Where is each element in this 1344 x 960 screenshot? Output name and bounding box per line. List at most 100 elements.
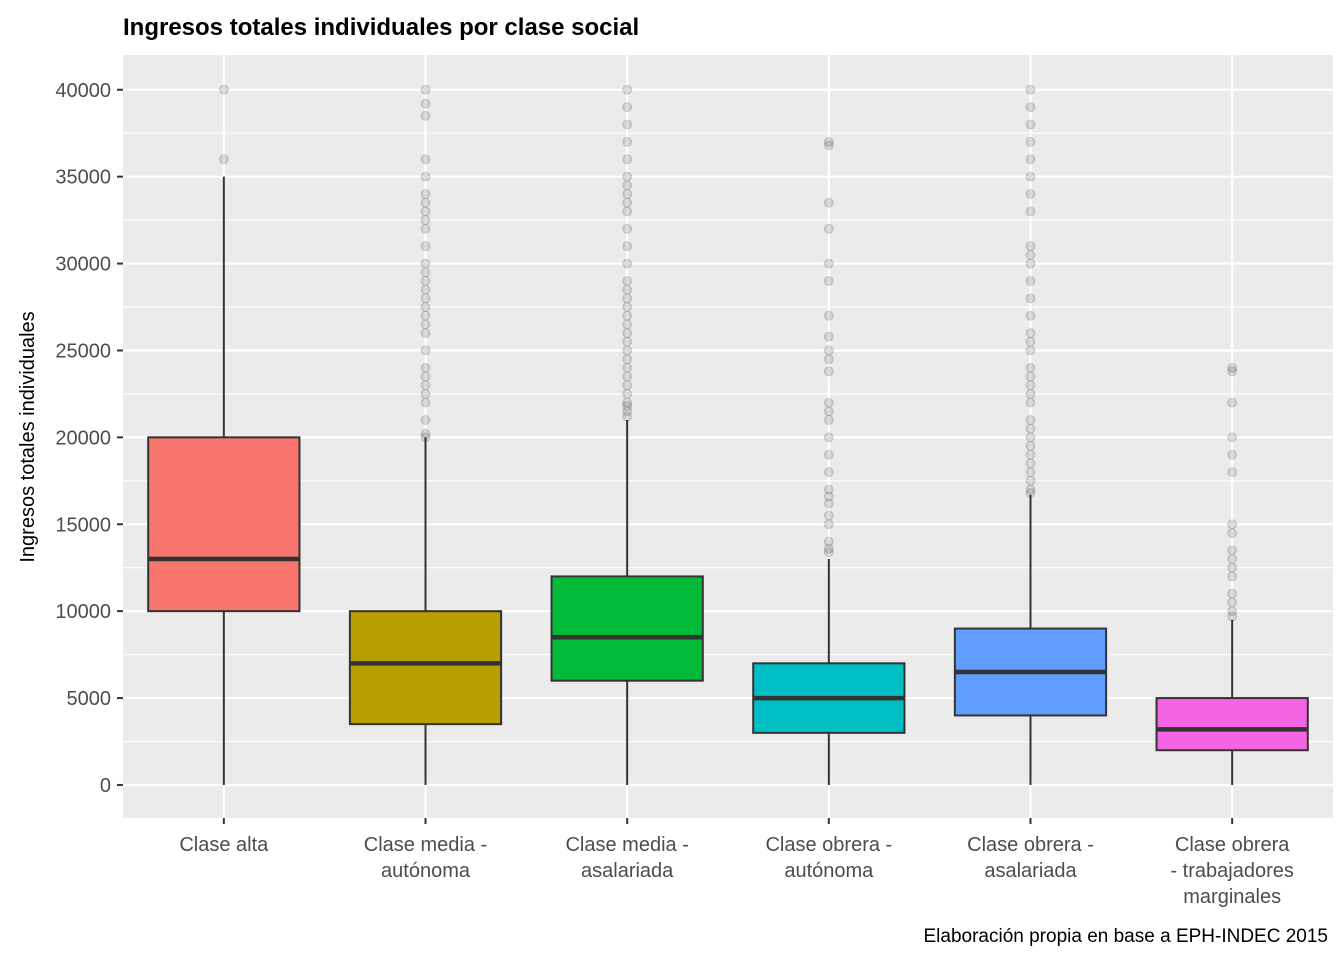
outlier-point bbox=[1227, 527, 1238, 538]
outlier-point bbox=[1227, 467, 1238, 478]
outlier-point bbox=[823, 536, 834, 547]
chart-title: Ingresos totales individuales por clase … bbox=[123, 14, 639, 41]
outlier-point bbox=[622, 154, 633, 165]
outlier-point bbox=[622, 136, 633, 147]
outlier-point bbox=[622, 310, 633, 321]
outlier-point bbox=[420, 110, 431, 121]
outlier-point bbox=[1025, 328, 1036, 339]
outlier-point bbox=[622, 119, 633, 130]
outlier-point bbox=[823, 543, 834, 554]
outlier-point bbox=[622, 180, 633, 191]
y-tick-label: 0 bbox=[100, 775, 111, 797]
outlier-point bbox=[420, 275, 431, 286]
outlier-point bbox=[1025, 119, 1036, 130]
outlier-point bbox=[1025, 136, 1036, 147]
outlier-point bbox=[823, 467, 834, 478]
x-tick-label: Clase alta bbox=[179, 834, 269, 856]
outlier-point bbox=[420, 380, 431, 391]
outlier-point bbox=[622, 275, 633, 286]
outlier-point bbox=[1025, 241, 1036, 252]
outlier-point bbox=[420, 302, 431, 313]
outlier-point bbox=[420, 197, 431, 208]
y-tick-label: 15000 bbox=[55, 514, 111, 536]
outlier-point bbox=[1025, 423, 1036, 434]
outlier-point bbox=[1227, 366, 1238, 377]
outlier-point bbox=[420, 84, 431, 95]
outlier-point bbox=[823, 310, 834, 321]
outlier-point bbox=[420, 293, 431, 304]
outlier-point bbox=[622, 362, 633, 373]
outlier-point bbox=[1025, 441, 1036, 452]
outlier-point bbox=[622, 241, 633, 252]
outlier-point bbox=[420, 397, 431, 408]
outlier-point bbox=[622, 371, 633, 382]
outlier-point bbox=[1025, 397, 1036, 408]
outlier-point bbox=[622, 319, 633, 330]
outlier-point bbox=[1227, 606, 1238, 617]
outlier-point bbox=[823, 397, 834, 408]
x-tick-label: Clase media -autónoma bbox=[364, 834, 487, 882]
outlier-point bbox=[1025, 449, 1036, 460]
outlier-point bbox=[1025, 432, 1036, 443]
outlier-point bbox=[622, 223, 633, 234]
box-iqr bbox=[348, 610, 503, 726]
outlier-point bbox=[823, 354, 834, 365]
y-tick-label: 25000 bbox=[55, 340, 111, 362]
outlier-point bbox=[1025, 293, 1036, 304]
outlier-point bbox=[1025, 345, 1036, 356]
y-tick-label: 10000 bbox=[55, 601, 111, 623]
outlier-point bbox=[622, 293, 633, 304]
outlier-point bbox=[622, 380, 633, 391]
outlier-point bbox=[622, 401, 633, 412]
outlier-point bbox=[420, 267, 431, 278]
outlier-point bbox=[1025, 336, 1036, 347]
outlier-point bbox=[622, 354, 633, 365]
box-group bbox=[550, 84, 704, 785]
box-group bbox=[752, 136, 906, 785]
y-tick-label: 20000 bbox=[55, 427, 111, 449]
outlier-point bbox=[622, 102, 633, 113]
outlier-point bbox=[1025, 249, 1036, 260]
outlier-point bbox=[1227, 588, 1238, 599]
outlier-point bbox=[1025, 154, 1036, 165]
outlier-point bbox=[1227, 362, 1238, 373]
outlier-point bbox=[1227, 432, 1238, 443]
outlier-point bbox=[420, 371, 431, 382]
box-group bbox=[953, 84, 1108, 785]
outlier-point bbox=[420, 154, 431, 165]
x-tick-label: Clase obrera - trabajadores marginales bbox=[1170, 834, 1293, 908]
outlier-point bbox=[420, 428, 431, 439]
outlier-point bbox=[823, 491, 834, 502]
y-tick-label: 35000 bbox=[55, 167, 111, 189]
outlier-point bbox=[823, 449, 834, 460]
outlier-point bbox=[823, 331, 834, 342]
boxes-layer bbox=[147, 84, 1309, 785]
outlier-point bbox=[1025, 310, 1036, 321]
outlier-point bbox=[1227, 519, 1238, 530]
outlier-point bbox=[1025, 475, 1036, 486]
outlier-point bbox=[823, 406, 834, 417]
outlier-point bbox=[823, 484, 834, 495]
outlier-point bbox=[622, 189, 633, 200]
y-tick-label: 30000 bbox=[55, 254, 111, 276]
outlier-point bbox=[1227, 611, 1238, 622]
outlier-point bbox=[420, 345, 431, 356]
box-iqr bbox=[1155, 697, 1309, 752]
box-iqr bbox=[550, 575, 704, 682]
outlier-point bbox=[420, 328, 431, 339]
outlier-point bbox=[1227, 397, 1238, 408]
outlier-point bbox=[1025, 380, 1036, 391]
outlier-point bbox=[1227, 554, 1238, 565]
outlier-point bbox=[420, 171, 431, 182]
outlier-point bbox=[622, 406, 633, 417]
outlier-point bbox=[823, 140, 834, 151]
outlier-point bbox=[218, 154, 229, 165]
outlier-point bbox=[823, 366, 834, 377]
outlier-point bbox=[1025, 102, 1036, 113]
outlier-point bbox=[823, 519, 834, 530]
outlier-point bbox=[1025, 484, 1036, 495]
outlier-point bbox=[420, 206, 431, 217]
outlier-point bbox=[1227, 545, 1238, 556]
outlier-point bbox=[420, 215, 431, 226]
